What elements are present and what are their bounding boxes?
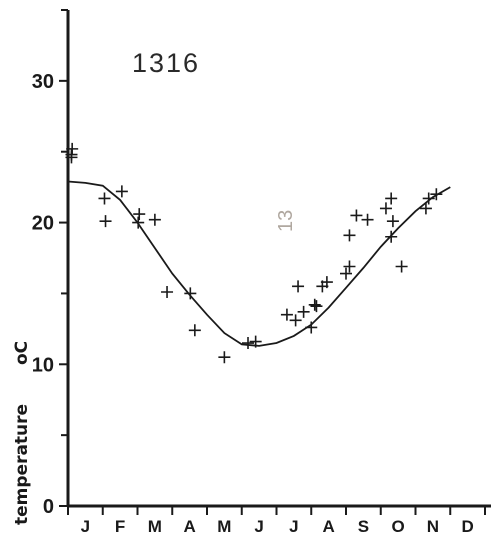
x-tick-label: A (322, 517, 334, 536)
data-point (132, 216, 145, 229)
data-point (386, 215, 399, 228)
y-tick-label: 10 (32, 354, 54, 376)
y-tick-label: 20 (32, 213, 54, 235)
data-point (98, 192, 111, 205)
x-tick-label: N (427, 517, 439, 536)
data-point (385, 230, 398, 243)
x-tick-label: M (217, 517, 231, 536)
data-point (308, 298, 321, 311)
data-point (65, 148, 78, 161)
fitted-curve (67, 180, 451, 347)
data-point (320, 276, 333, 289)
x-tick-label: O (392, 517, 405, 536)
data-point (280, 308, 293, 321)
chart-annotation: 13 (275, 210, 297, 232)
y-tick-label: 0 (43, 496, 54, 518)
data-point (218, 351, 231, 364)
x-tick-label: J (81, 517, 90, 536)
data-point (242, 337, 255, 350)
data-point (292, 280, 305, 293)
data-point (289, 314, 302, 327)
data-point (148, 213, 161, 226)
y-axis-unit: oC (12, 341, 32, 365)
data-point (115, 185, 128, 198)
data-point (419, 202, 432, 215)
data-point (249, 335, 262, 348)
data-point (343, 260, 356, 273)
x-tick-label: D (461, 517, 473, 536)
data-point (350, 209, 363, 222)
plot-area: 0 10 20 30 J F M A M J J A S O N D (32, 9, 491, 536)
data-point (343, 229, 356, 242)
data-point (310, 300, 323, 313)
data-point (430, 188, 443, 201)
x-tick-label: F (115, 517, 125, 536)
data-point (422, 192, 435, 205)
x-tick-label: J (254, 517, 263, 536)
data-point (340, 267, 352, 280)
data-point (305, 321, 318, 334)
x-tick-label: M (148, 517, 162, 536)
data-point (99, 215, 112, 228)
data-point (161, 286, 174, 299)
x-tick-label: S (358, 517, 369, 536)
data-point (385, 192, 398, 205)
data-point (188, 324, 201, 337)
x-tick-label: A (183, 517, 195, 536)
data-point (184, 287, 197, 300)
data-point (395, 260, 408, 273)
data-point (133, 208, 146, 221)
data-point (379, 202, 392, 215)
x-tick-label: J (289, 517, 298, 536)
data-point (361, 213, 374, 226)
y-axis-label: temperature (12, 404, 32, 525)
chart-title: 1316 (132, 48, 200, 78)
y-tick-label: 30 (32, 71, 54, 93)
data-point (297, 305, 310, 318)
